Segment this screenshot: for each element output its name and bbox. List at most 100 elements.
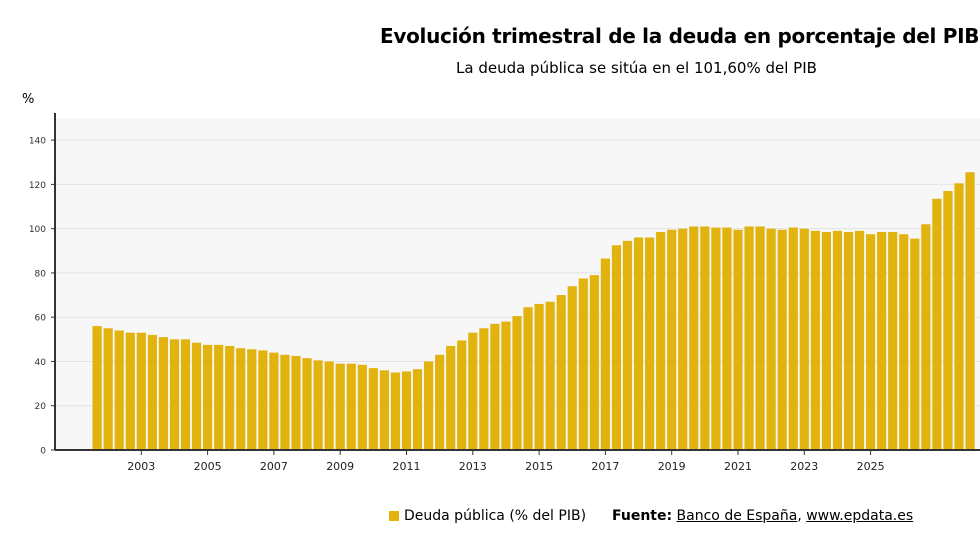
bar — [744, 226, 754, 450]
bar — [291, 355, 301, 450]
bar — [910, 238, 920, 450]
bar — [678, 228, 688, 450]
bar — [645, 237, 655, 450]
bar — [523, 307, 533, 450]
bar — [534, 303, 544, 450]
bar — [446, 345, 456, 450]
bar — [788, 227, 798, 450]
x-tick-label: 2013 — [459, 460, 487, 473]
bar — [424, 361, 434, 450]
bar — [103, 328, 113, 450]
y-tick-label: 20 — [35, 402, 47, 412]
x-tick-label: 2005 — [194, 460, 222, 473]
x-tick-label: 2017 — [591, 460, 619, 473]
bar — [147, 334, 157, 450]
bar — [247, 349, 257, 450]
bar — [799, 228, 809, 450]
bar — [214, 344, 224, 450]
x-tick-label: 2003 — [127, 460, 155, 473]
bar — [854, 230, 865, 450]
source-link-banco[interactable]: Banco de España — [676, 508, 798, 524]
bar — [965, 172, 975, 450]
bar — [700, 226, 710, 450]
bar — [180, 339, 191, 450]
bar — [755, 226, 765, 450]
legend-swatch — [389, 511, 399, 521]
bar — [346, 363, 356, 450]
bar — [567, 286, 577, 450]
bar — [324, 361, 334, 450]
bar — [313, 360, 323, 450]
bar — [843, 231, 854, 450]
bar — [302, 358, 312, 450]
bar — [810, 230, 820, 450]
bar — [888, 231, 898, 450]
bar — [932, 198, 942, 450]
bar — [203, 344, 213, 450]
bar — [136, 332, 146, 450]
bar — [545, 301, 555, 450]
y-tick-label: 0 — [40, 447, 46, 457]
y-tick-label: 80 — [35, 269, 47, 279]
bar — [258, 350, 268, 450]
bar — [622, 240, 633, 450]
x-tick-label: 2021 — [724, 460, 752, 473]
bar — [656, 231, 666, 450]
x-tick-label: 2007 — [260, 460, 288, 473]
source-note: Fuente: Banco de España, www.epdata.es — [612, 508, 913, 524]
bar — [401, 371, 412, 450]
bar — [368, 368, 378, 450]
bar — [357, 364, 367, 450]
bar — [667, 229, 677, 450]
bar — [225, 345, 235, 450]
chart-title: Evolución trimestral de la deuda en porc… — [380, 24, 980, 48]
bar — [412, 369, 423, 450]
bar — [435, 354, 445, 450]
x-tick-label: 2025 — [857, 460, 885, 473]
bar — [689, 226, 699, 450]
y-tick-label: 40 — [35, 358, 47, 368]
bar — [766, 228, 776, 450]
bar — [269, 352, 279, 450]
bar — [633, 237, 644, 450]
bar — [236, 348, 246, 450]
y-tick-label: 120 — [29, 181, 46, 191]
bar — [158, 337, 168, 450]
bar — [943, 191, 953, 451]
source-label: Fuente: — [612, 508, 673, 524]
legend[interactable]: Deuda pública (% del PIB) — [389, 508, 586, 524]
x-tick-label: 2011 — [393, 460, 421, 473]
bar — [733, 229, 743, 450]
bar — [921, 224, 931, 450]
bar — [280, 354, 290, 450]
bar — [457, 340, 467, 450]
chart-subtitle: La deuda pública se sitúa en el 101,60% … — [456, 59, 817, 77]
bar — [512, 316, 522, 450]
bar — [578, 278, 588, 450]
legend-label: Deuda pública (% del PIB) — [404, 508, 587, 524]
x-tick-label: 2015 — [525, 460, 553, 473]
y-tick-label: 140 — [29, 137, 46, 147]
bar — [379, 370, 389, 450]
bar — [114, 330, 124, 450]
bar — [125, 332, 135, 450]
x-tick-label: 2009 — [326, 460, 354, 473]
y-tick-label: 100 — [29, 225, 46, 235]
x-tick-label: 2023 — [790, 460, 818, 473]
bar — [335, 363, 345, 450]
bar — [954, 183, 964, 450]
bar — [191, 342, 202, 450]
bar — [866, 234, 876, 450]
bar — [501, 321, 511, 450]
source-separator: , — [797, 508, 802, 524]
bar — [479, 328, 489, 450]
bar — [589, 275, 599, 450]
bar — [390, 372, 401, 450]
y-axis-unit-label: % — [22, 92, 35, 107]
x-tick-label: 2019 — [658, 460, 686, 473]
source-link-epdata[interactable]: www.epdata.es — [806, 508, 914, 524]
bar — [468, 332, 478, 450]
bar — [711, 227, 721, 450]
bar — [877, 231, 887, 450]
